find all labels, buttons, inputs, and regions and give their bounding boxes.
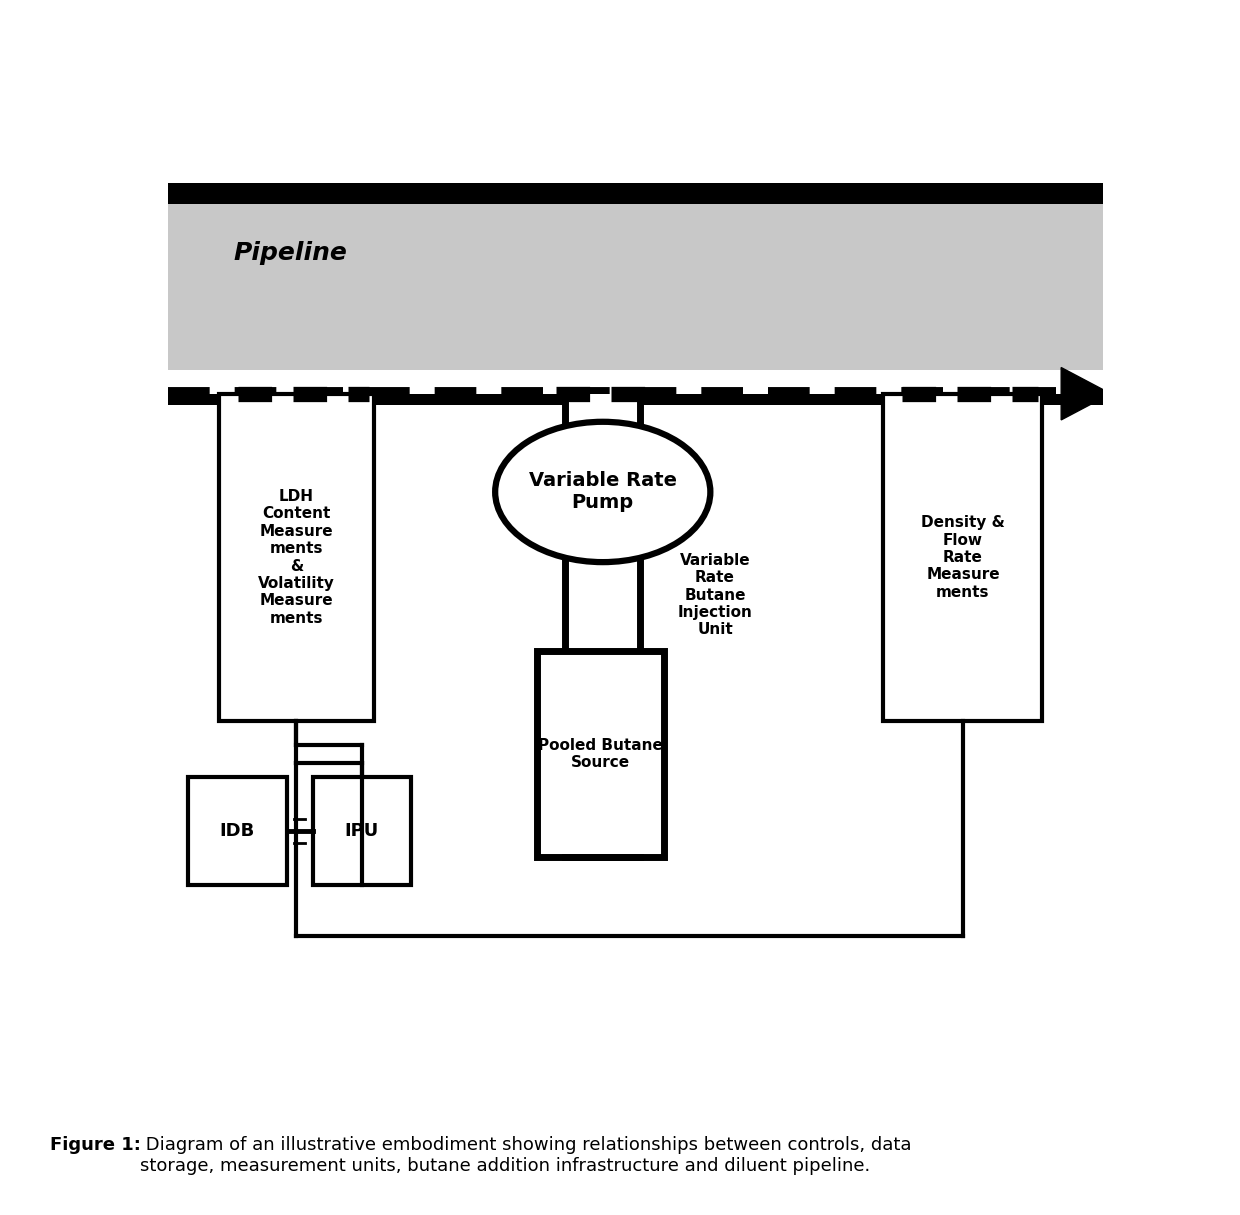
Bar	[883, 394, 1043, 722]
Text: Pipeline: Pipeline	[233, 242, 347, 265]
Bar	[167, 394, 1104, 405]
Text: Density &
Flow
Rate
Measure
ments: Density & Flow Rate Measure ments	[921, 515, 1004, 600]
Bar	[167, 183, 1104, 204]
Bar	[312, 778, 410, 885]
Text: Variable
Rate
Butane
Injection
Unit: Variable Rate Butane Injection Unit	[677, 553, 753, 638]
Bar	[188, 778, 286, 885]
Bar	[537, 651, 663, 857]
Text: IPU: IPU	[345, 823, 379, 840]
Text: Variable Rate
Pump: Variable Rate Pump	[528, 471, 677, 513]
Polygon shape	[1061, 367, 1111, 420]
Bar	[219, 394, 373, 722]
Text: Pooled Butane
Source: Pooled Butane Source	[538, 738, 663, 770]
Bar	[565, 394, 640, 857]
Bar	[167, 183, 1104, 371]
Text: Figure 1:: Figure 1:	[50, 1136, 140, 1154]
Ellipse shape	[495, 422, 711, 563]
Text: Diagram of an illustrative embodiment showing relationships between controls, da: Diagram of an illustrative embodiment sh…	[140, 1136, 911, 1175]
Text: IDB: IDB	[219, 823, 255, 840]
Text: LDH
Content
Measure
ments
&
Volatility
Measure
ments: LDH Content Measure ments & Volatility M…	[258, 490, 335, 626]
